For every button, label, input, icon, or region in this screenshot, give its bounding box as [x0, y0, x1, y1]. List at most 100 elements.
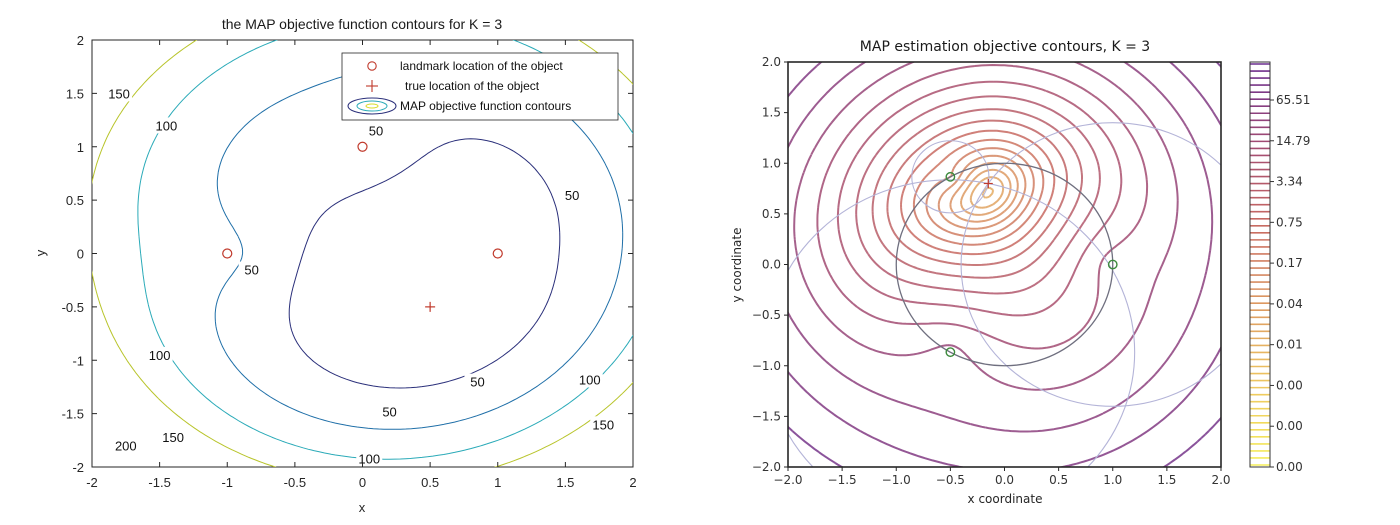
x-tick-label: −0.5	[936, 473, 965, 487]
range-circle	[788, 179, 1136, 467]
contour-label-bg	[363, 122, 390, 139]
contour-label: 100	[358, 451, 380, 466]
contour-line	[816, 64, 1149, 350]
contour-label-bg	[112, 437, 139, 454]
contour-label: 50	[565, 188, 579, 203]
x-tick-label: 0	[359, 475, 366, 490]
contour-label: 150	[592, 417, 614, 432]
right-chart-title: MAP estimation objective contours, K = 3	[860, 39, 1150, 55]
right-axis-ticks: −2.0 −1.5 −1.0 −0.5 0.0 0.5 1.0 1.5 2.0 2.0 1.5 1.0…	[752, 55, 1231, 487]
colorbar-tick-label: 0.00	[1276, 378, 1303, 392]
colorbar-tick-label: 0.00	[1276, 419, 1303, 433]
right-contour-lines	[788, 62, 1221, 467]
contour-label: 100	[149, 348, 171, 363]
right-y-axis-label: y coordinate	[730, 228, 744, 303]
contour-line	[949, 161, 1019, 223]
left-chart-title: the MAP objective function contours for …	[222, 16, 503, 32]
left-markers	[222, 141, 503, 312]
colorbar-tick-label: 65.51	[1276, 93, 1310, 107]
contour-label: 150	[162, 430, 184, 445]
y-tick-label: -0.5	[62, 300, 84, 315]
contour-label: 200	[115, 439, 137, 454]
x-tick-label: 2.0	[1211, 473, 1230, 487]
contour-label: 150	[108, 86, 130, 101]
landmark-marker	[492, 248, 503, 259]
true-location-marker	[983, 179, 993, 188]
colorbar-tick-label: 3.34	[1276, 175, 1303, 189]
x-tick-label: −2.0	[773, 473, 802, 487]
contour-line	[855, 95, 1101, 295]
left-y-axis-label: y	[33, 249, 48, 256]
x-tick-label: 1.0	[1103, 473, 1122, 487]
contour-label-bg	[238, 261, 265, 278]
colorbar-tick-label: 0.00	[1276, 460, 1303, 474]
x-tick-label: 1.5	[556, 475, 574, 490]
x-tick-label: -2	[86, 475, 98, 490]
contour-label-bg	[590, 416, 617, 433]
y-tick-label: −1.0	[752, 359, 781, 373]
x-tick-label: 0.5	[1049, 473, 1068, 487]
landmark-marker	[1107, 259, 1118, 270]
contour-label: 100	[579, 372, 601, 387]
y-tick-label: -1.5	[62, 407, 84, 422]
y-tick-label: -1	[72, 353, 84, 368]
y-tick-label: 1	[77, 140, 84, 155]
contour-label: 50	[382, 404, 396, 419]
colorbar-tick-label: 0.75	[1276, 215, 1303, 229]
landmark-marker	[357, 141, 368, 152]
contour-label-bg	[160, 429, 187, 446]
true-location-marker	[425, 301, 436, 312]
contour-label-bg	[146, 346, 173, 363]
y-tick-label: 0	[77, 247, 84, 262]
legend-true-location-label: true location of the object	[405, 79, 540, 93]
x-tick-label: 0.0	[995, 473, 1014, 487]
x-tick-label: 0.5	[421, 475, 439, 490]
right-markers	[945, 171, 1118, 358]
contour-line	[793, 62, 1179, 391]
contour-line	[788, 62, 1214, 433]
colorbar-tick-label: 0.17	[1276, 256, 1303, 270]
colorbar: 65.51 14.79 3.34 0.75 0.17 0.04 0.01 0.00 0.00 0.…	[1249, 61, 1310, 474]
contour-label-bg	[576, 371, 603, 388]
legend-box	[341, 52, 619, 121]
y-tick-label: 0.5	[762, 207, 781, 221]
x-tick-label: -1	[221, 475, 233, 490]
legend-contour-icon	[347, 97, 397, 115]
contour-label: 100	[156, 118, 178, 133]
contour-line-50	[288, 138, 561, 389]
contour-line	[925, 147, 1035, 238]
x-tick-label: 2	[629, 475, 636, 490]
range-circle	[960, 122, 1221, 407]
left-legend: landmark location of the object true loc…	[341, 52, 619, 121]
colorbar-tick-label: 14.79	[1276, 134, 1310, 148]
contour-line	[836, 80, 1123, 317]
range-circle	[911, 140, 990, 214]
colorbar-tick-label: 0.01	[1276, 338, 1303, 352]
y-tick-label: -2	[72, 460, 84, 475]
colorbar-ticks: 65.51 14.79 3.34 0.75 0.17 0.04 0.01 0.00 0.00 0.…	[1270, 93, 1310, 474]
y-tick-label: 1.5	[66, 86, 84, 101]
contour-label-bg	[464, 373, 491, 390]
contour-label: 50	[470, 375, 484, 390]
colorbar-lines	[1250, 63, 1270, 466]
legend-true-location-icon	[366, 80, 378, 92]
right-plot-area	[788, 62, 1221, 467]
contour-label-bg	[376, 403, 403, 420]
legend-contour-label: MAP objective function contours	[400, 99, 571, 113]
y-tick-label: 0.0	[762, 258, 781, 272]
y-tick-label: 0.5	[66, 193, 84, 208]
x-tick-label: −1.0	[882, 473, 911, 487]
landmark-marker	[945, 171, 956, 182]
contour-line	[912, 138, 1045, 246]
contour-line	[960, 168, 1012, 216]
contour-label: 50	[369, 124, 383, 139]
y-tick-label: −2.0	[752, 460, 781, 474]
y-tick-label: −0.5	[752, 308, 781, 322]
x-tick-label: -0.5	[284, 475, 306, 490]
contour-label-bg	[106, 85, 133, 102]
x-tick-label: -1.5	[148, 475, 170, 490]
legend-landmark-icon	[367, 61, 377, 71]
right-chart: −2.0 −1.5 −1.0 −0.5 0.0 0.5 1.0 1.5 2.0 2.0 1.5 1.0…	[730, 39, 1310, 506]
y-tick-label: 2	[77, 33, 84, 48]
